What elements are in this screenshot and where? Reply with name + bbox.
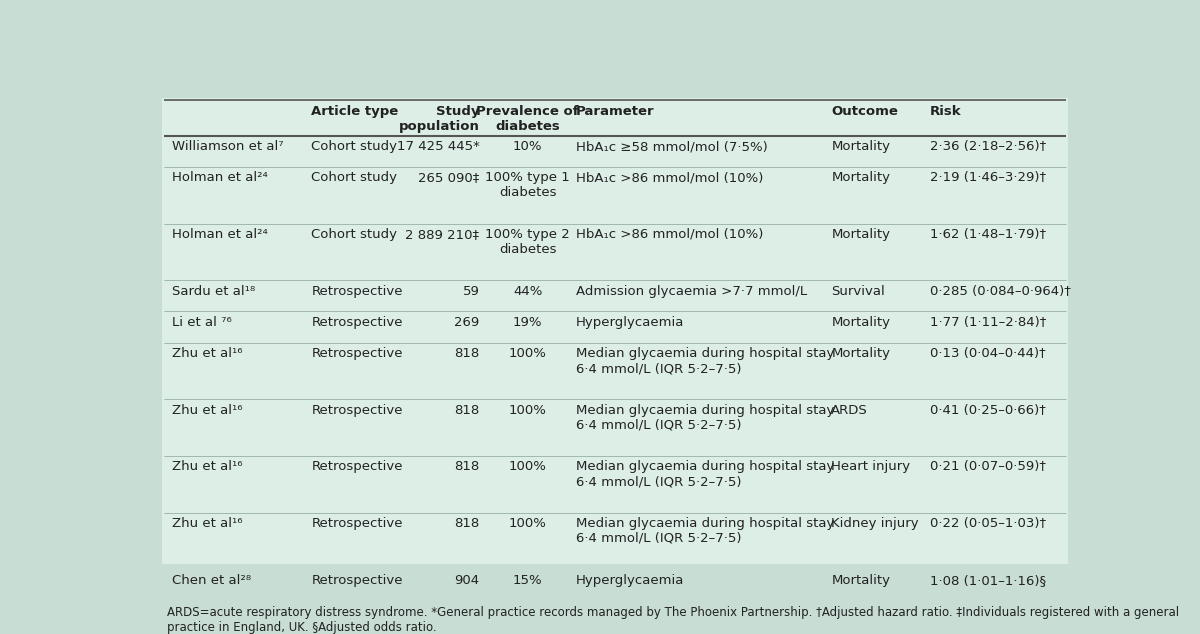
Text: Zhu et al¹⁶: Zhu et al¹⁶ — [173, 404, 242, 417]
Text: Chen et al²⁸: Chen et al²⁸ — [173, 574, 252, 586]
Text: Risk: Risk — [930, 105, 961, 119]
Text: Median glycaemia during hospital stay
6·4 mmol/L (IQR 5·2–7·5): Median glycaemia during hospital stay 6·… — [576, 517, 834, 545]
Text: Outcome: Outcome — [832, 105, 898, 119]
Text: Cohort study: Cohort study — [311, 228, 397, 241]
Text: Williamson et al⁷: Williamson et al⁷ — [173, 140, 284, 153]
Text: Li et al ⁷⁶: Li et al ⁷⁶ — [173, 316, 232, 329]
Text: 2 889 210‡: 2 889 210‡ — [406, 228, 480, 241]
Text: Retrospective: Retrospective — [311, 404, 403, 417]
Text: Zhu et al¹⁶: Zhu et al¹⁶ — [173, 347, 242, 360]
Text: 100%: 100% — [509, 347, 546, 360]
Text: 269: 269 — [454, 316, 480, 329]
Text: 1·77 (1·11–2·84)†: 1·77 (1·11–2·84)† — [930, 316, 1046, 329]
Text: Median glycaemia during hospital stay
6·4 mmol/L (IQR 5·2–7·5): Median glycaemia during hospital stay 6·… — [576, 347, 834, 375]
Text: ARDS=acute respiratory distress syndrome. *General practice records managed by T: ARDS=acute respiratory distress syndrome… — [167, 606, 1178, 634]
Text: Mortality: Mortality — [832, 171, 890, 184]
Text: 818: 818 — [454, 347, 480, 360]
Text: Retrospective: Retrospective — [311, 574, 403, 586]
Text: 44%: 44% — [512, 285, 542, 297]
Text: Retrospective: Retrospective — [311, 460, 403, 473]
Text: Zhu et al¹⁶: Zhu et al¹⁶ — [173, 460, 242, 473]
Text: 904: 904 — [455, 574, 480, 586]
Text: Median glycaemia during hospital stay
6·4 mmol/L (IQR 5·2–7·5): Median glycaemia during hospital stay 6·… — [576, 404, 834, 432]
Text: Mortality: Mortality — [832, 574, 890, 586]
Text: 0·21 (0·07–0·59)†: 0·21 (0·07–0·59)† — [930, 460, 1046, 473]
Text: 15%: 15% — [512, 574, 542, 586]
Text: Mortality: Mortality — [832, 347, 890, 360]
Text: Kidney injury: Kidney injury — [832, 517, 919, 530]
Text: 1·08 (1·01–1·16)§: 1·08 (1·01–1·16)§ — [930, 574, 1046, 586]
Text: Median glycaemia during hospital stay
6·4 mmol/L (IQR 5·2–7·5): Median glycaemia during hospital stay 6·… — [576, 460, 834, 488]
Text: 10%: 10% — [512, 140, 542, 153]
Text: Retrospective: Retrospective — [311, 517, 403, 530]
Text: 1·62 (1·48–1·79)†: 1·62 (1·48–1·79)† — [930, 228, 1046, 241]
Text: Study
population: Study population — [398, 105, 480, 133]
Text: Holman et al²⁴: Holman et al²⁴ — [173, 228, 268, 241]
Text: Mortality: Mortality — [832, 316, 890, 329]
Text: 818: 818 — [454, 517, 480, 530]
Text: Admission glycaemia >7·7 mmol/L: Admission glycaemia >7·7 mmol/L — [576, 285, 806, 297]
Text: Cohort study: Cohort study — [311, 140, 397, 153]
Text: 2·36 (2·18–2·56)†: 2·36 (2·18–2·56)† — [930, 140, 1046, 153]
Text: HbA₁c >86 mmol/mol (10%): HbA₁c >86 mmol/mol (10%) — [576, 171, 763, 184]
Text: ARDS: ARDS — [832, 404, 868, 417]
Text: Parameter: Parameter — [576, 105, 654, 119]
Text: Mortality: Mortality — [832, 140, 890, 153]
Text: 818: 818 — [454, 460, 480, 473]
Text: Mortality: Mortality — [832, 228, 890, 241]
Text: 0·41 (0·25–0·66)†: 0·41 (0·25–0·66)† — [930, 404, 1045, 417]
Text: 818: 818 — [454, 404, 480, 417]
Text: 100%: 100% — [509, 517, 546, 530]
Text: 59: 59 — [462, 285, 480, 297]
Text: Cohort study: Cohort study — [311, 171, 397, 184]
Text: Survival: Survival — [832, 285, 886, 297]
Text: Hyperglycaemia: Hyperglycaemia — [576, 574, 684, 586]
Text: Article type: Article type — [311, 105, 398, 119]
Text: 19%: 19% — [512, 316, 542, 329]
Text: 0·13 (0·04–0·44)†: 0·13 (0·04–0·44)† — [930, 347, 1045, 360]
Text: Retrospective: Retrospective — [311, 316, 403, 329]
Text: 265 090‡: 265 090‡ — [418, 171, 480, 184]
Text: Holman et al²⁴: Holman et al²⁴ — [173, 171, 268, 184]
Text: Hyperglycaemia: Hyperglycaemia — [576, 316, 684, 329]
Text: Heart injury: Heart injury — [832, 460, 911, 473]
Text: Prevalence of
diabetes: Prevalence of diabetes — [476, 105, 578, 133]
Text: HbA₁c ≥58 mmol/mol (7·5%): HbA₁c ≥58 mmol/mol (7·5%) — [576, 140, 768, 153]
Text: Retrospective: Retrospective — [311, 285, 403, 297]
Text: 17 425 445*: 17 425 445* — [396, 140, 480, 153]
Text: Retrospective: Retrospective — [311, 347, 403, 360]
Text: Zhu et al¹⁶: Zhu et al¹⁶ — [173, 517, 242, 530]
Text: 0·22 (0·05–1·03)†: 0·22 (0·05–1·03)† — [930, 517, 1046, 530]
Text: 100%: 100% — [509, 404, 546, 417]
Text: 100% type 1
diabetes: 100% type 1 diabetes — [485, 171, 570, 199]
Text: 0·285 (0·084–0·964)†: 0·285 (0·084–0·964)† — [930, 285, 1070, 297]
Text: 2·19 (1·46–3·29)†: 2·19 (1·46–3·29)† — [930, 171, 1046, 184]
Text: HbA₁c >86 mmol/mol (10%): HbA₁c >86 mmol/mol (10%) — [576, 228, 763, 241]
Text: 100% type 2
diabetes: 100% type 2 diabetes — [485, 228, 570, 256]
Text: Sardu et al¹⁸: Sardu et al¹⁸ — [173, 285, 256, 297]
Text: 100%: 100% — [509, 460, 546, 473]
